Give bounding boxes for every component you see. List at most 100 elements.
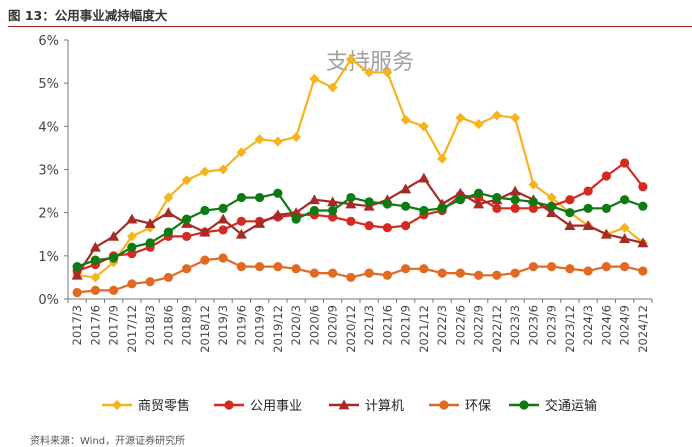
data-point xyxy=(401,201,411,211)
data-point xyxy=(546,192,557,203)
data-point xyxy=(200,205,210,216)
caption-rule xyxy=(8,26,692,27)
data-point xyxy=(71,269,83,280)
x-tick-label: 2022/6 xyxy=(453,305,467,345)
x-tick-label: 2020/9 xyxy=(326,305,340,345)
x-tick-label: 2021/12 xyxy=(417,305,431,353)
data-point xyxy=(492,192,502,203)
data-point xyxy=(564,220,576,231)
data-point xyxy=(163,227,173,237)
data-point xyxy=(218,203,228,213)
data-point xyxy=(528,262,538,272)
data-point xyxy=(382,67,393,78)
data-point xyxy=(528,179,539,190)
data-point xyxy=(217,213,229,224)
data-point xyxy=(328,205,338,216)
x-tick-label: 2020/12 xyxy=(344,305,358,353)
data-point xyxy=(218,253,228,263)
data-point xyxy=(528,197,538,207)
y-tick-label: 5% xyxy=(38,77,59,92)
data-point xyxy=(291,132,302,143)
data-point xyxy=(182,264,192,274)
data-point xyxy=(255,262,265,272)
data-point xyxy=(72,262,82,272)
data-point xyxy=(127,242,137,252)
y-tick-label: 0% xyxy=(38,293,59,308)
x-tick-label: 2019/9 xyxy=(253,305,267,345)
x-tick-label: 2023/12 xyxy=(563,305,577,353)
data-point xyxy=(439,400,449,410)
data-point xyxy=(565,195,575,205)
data-point xyxy=(199,226,211,237)
data-point xyxy=(437,153,448,164)
data-point xyxy=(218,164,229,175)
data-point xyxy=(510,268,520,278)
data-point xyxy=(528,203,538,213)
figure-caption: 图 13：公用事业减持幅度大 xyxy=(8,0,692,27)
data-point xyxy=(455,195,465,205)
legend-item: 环保 xyxy=(429,399,491,414)
plot-area xyxy=(71,54,649,298)
legend-label: 公用事业 xyxy=(250,399,302,414)
x-tick-label: 2023/3 xyxy=(508,305,522,345)
data-point xyxy=(382,199,392,209)
x-tick-label: 2018/6 xyxy=(161,305,175,345)
data-point xyxy=(112,400,122,410)
x-tick-label: 2024/9 xyxy=(618,305,632,345)
data-point xyxy=(637,237,649,248)
data-point xyxy=(309,205,319,216)
series-group xyxy=(72,158,648,276)
data-point xyxy=(419,205,429,216)
data-point xyxy=(273,188,283,198)
y-tick-label: 1% xyxy=(38,250,59,265)
x-tick-label: 2024/6 xyxy=(599,305,613,345)
data-point xyxy=(565,264,575,274)
data-point xyxy=(254,217,266,228)
x-tick-label: 2023/6 xyxy=(526,305,540,345)
data-point xyxy=(510,112,521,123)
data-point xyxy=(510,203,520,213)
data-point xyxy=(519,400,529,410)
data-point xyxy=(455,268,465,278)
data-point xyxy=(254,134,265,145)
legend-item: 交通运输 xyxy=(509,398,597,414)
data-point xyxy=(620,262,630,272)
data-point xyxy=(273,262,283,272)
data-point xyxy=(162,207,174,218)
data-point xyxy=(619,222,630,233)
data-point xyxy=(454,187,466,198)
data-point xyxy=(364,221,374,231)
data-point xyxy=(601,171,611,181)
x-tick-label: 2017/3 xyxy=(70,305,84,345)
data-point xyxy=(400,183,412,194)
legend-item: 公用事业 xyxy=(214,399,302,414)
data-point xyxy=(199,166,210,177)
data-point xyxy=(638,182,648,192)
y-tick-label: 4% xyxy=(38,120,59,135)
data-point xyxy=(510,195,520,205)
data-point xyxy=(236,147,247,158)
data-point xyxy=(418,172,430,183)
data-point xyxy=(163,192,174,203)
x-tick-label: 2022/9 xyxy=(472,305,486,345)
series-group xyxy=(72,188,648,272)
x-tick-label: 2021/3 xyxy=(362,305,376,345)
line-chart: 0% 1% 2% 3% 4% 5% 6% 2017/3 2017/6 2017/9 2017/12 2… xyxy=(38,34,653,414)
x-tick-label: 2019/3 xyxy=(216,305,230,345)
data-point xyxy=(364,268,374,278)
legend-item: 计算机 xyxy=(329,399,404,414)
x-tick-label: 2018/12 xyxy=(198,305,212,353)
data-point xyxy=(182,231,192,242)
data-point xyxy=(546,207,558,218)
data-point xyxy=(455,112,466,123)
data-point xyxy=(90,272,101,283)
x-tick-label: 2017/9 xyxy=(107,305,121,345)
figure-title: 图 13：公用事业减持幅度大 xyxy=(8,8,168,23)
data-point xyxy=(145,277,155,287)
x-tick-label: 2017/6 xyxy=(88,305,102,345)
data-point xyxy=(473,119,484,130)
data-point xyxy=(345,198,357,209)
data-point xyxy=(400,114,411,125)
chart-axes: 0% 1% 2% 3% 4% 5% 6% 2017/3 2017/6 2017/9 2017/12 2… xyxy=(38,34,653,353)
series-line xyxy=(76,256,644,294)
